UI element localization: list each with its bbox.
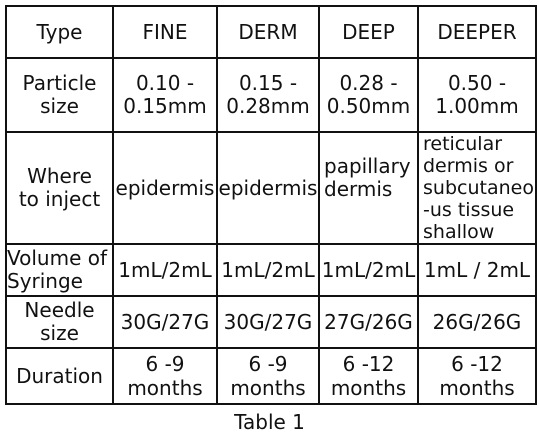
header-deeper: DEEPER <box>417 5 537 59</box>
needle-deep: 27G/26G <box>318 295 419 349</box>
volume-fine: 1mL/2mL <box>112 243 218 297</box>
where-fine: epidermis <box>112 131 218 245</box>
particle-size-deep: 0.28 - 0.50mm <box>318 57 419 133</box>
where-deep: papillary dermis <box>318 131 419 245</box>
row-label-particle-size: Particle size <box>5 57 114 133</box>
header-type: Type <box>5 5 114 59</box>
duration-deep: 6 -12 months <box>318 347 419 405</box>
duration-derm: 6 -9 months <box>216 347 320 405</box>
header-derm: DERM <box>216 5 320 59</box>
row-label-volume-of-syringe: Volume of Syringe <box>5 243 114 297</box>
particle-size-fine: 0.10 - 0.15mm <box>112 57 218 133</box>
where-deeper: reticular dermis or subcutaneo -us tissu… <box>417 131 537 245</box>
header-deep: DEEP <box>318 5 419 59</box>
row-label-duration: Duration <box>5 347 114 405</box>
row-label-where-to-inject: Where to inject <box>5 131 114 245</box>
duration-deeper: 6 -12 months <box>417 347 537 405</box>
where-derm: epidermis <box>216 131 320 245</box>
particle-size-derm: 0.15 - 0.28mm <box>216 57 320 133</box>
volume-deeper: 1mL / 2mL <box>417 243 537 297</box>
header-row: Type FINE DERM DEEP DEEPER <box>5 5 537 59</box>
row-label-needle-size: Needle size <box>5 295 114 349</box>
header-fine: FINE <box>112 5 218 59</box>
volume-deep: 1mL/2mL <box>318 243 419 297</box>
needle-fine: 30G/27G <box>112 295 218 349</box>
spec-table: Type FINE DERM DEEP DEEPER Particle size… <box>5 5 537 405</box>
needle-derm: 30G/27G <box>216 295 320 349</box>
duration-row: Duration 6 -9 months 6 -9 months 6 -12 m… <box>5 347 537 405</box>
volume-derm: 1mL/2mL <box>216 243 320 297</box>
needle-deeper: 26G/26G <box>417 295 537 349</box>
where-to-inject-row: Where to inject epidermis epidermis papi… <box>5 131 537 245</box>
duration-fine: 6 -9 months <box>112 347 218 405</box>
table-caption: Table 1 <box>234 410 305 434</box>
particle-size-deeper: 0.50 - 1.00mm <box>417 57 537 133</box>
particle-size-row: Particle size 0.10 - 0.15mm 0.15 - 0.28m… <box>5 57 537 133</box>
volume-row: Volume of Syringe 1mL/2mL 1mL/2mL 1mL/2m… <box>5 243 537 297</box>
needle-size-row: Needle size 30G/27G 30G/27G 27G/26G 26G/… <box>5 295 537 349</box>
